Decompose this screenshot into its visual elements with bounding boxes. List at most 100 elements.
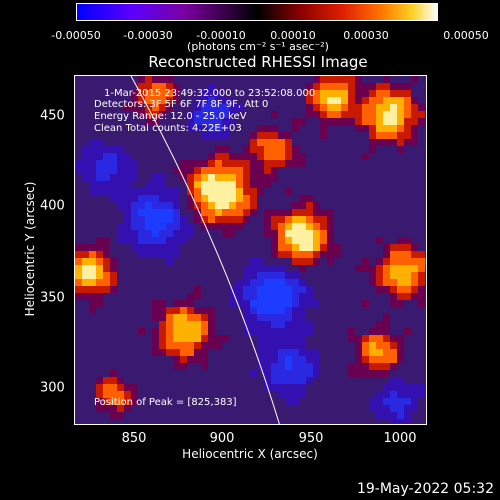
heatmap-cell [341, 300, 348, 307]
heatmap-cell [376, 104, 383, 111]
heatmap-cell [250, 153, 257, 160]
heatmap-cell [208, 377, 215, 384]
heatmap-cell [131, 286, 138, 293]
heatmap-cell [110, 251, 117, 258]
heatmap-cell [152, 251, 159, 258]
heatmap-cell [376, 188, 383, 195]
heatmap-cell [96, 391, 103, 398]
heatmap-cell [418, 160, 425, 167]
heatmap-cell [117, 90, 124, 97]
heatmap-cell [425, 314, 426, 321]
heatmap-cell [278, 412, 285, 419]
heatmap-cell [264, 76, 271, 83]
heatmap-cell [201, 349, 208, 356]
heatmap-cell [355, 405, 362, 412]
heatmap-cell [383, 188, 390, 195]
heatmap-cell [362, 307, 369, 314]
heatmap-cell [236, 370, 243, 377]
heatmap-cell [383, 279, 390, 286]
heatmap-cell [299, 363, 306, 370]
heatmap-cell [131, 174, 138, 181]
heatmap-cell [376, 83, 383, 90]
heatmap-cell [397, 265, 404, 272]
heatmap-cell [236, 104, 243, 111]
heatmap-cell [75, 230, 82, 237]
heatmap-cell [292, 356, 299, 363]
heatmap-cell [194, 412, 201, 419]
heatmap-cell [152, 83, 159, 90]
heatmap-cell [292, 244, 299, 251]
heatmap-cell [96, 293, 103, 300]
heatmap-cell [313, 202, 320, 209]
heatmap-cell [180, 251, 187, 258]
colorbar-tick: 0.00030 [343, 29, 389, 42]
heatmap-cell [418, 265, 425, 272]
heatmap-cell [320, 216, 327, 223]
heatmap-cell [138, 279, 145, 286]
heatmap-cell [96, 76, 103, 83]
heatmap-cell [292, 83, 299, 90]
heatmap-cell [250, 167, 257, 174]
heatmap-cell [334, 265, 341, 272]
heatmap-cell [292, 419, 299, 424]
heatmap-cell [390, 356, 397, 363]
heatmap-cell [250, 377, 257, 384]
heatmap-cell [306, 356, 313, 363]
heatmap-cell [299, 272, 306, 279]
heatmap-cell [229, 251, 236, 258]
heatmap-cell [250, 356, 257, 363]
colorbar-tick: -0.00010 [196, 29, 246, 42]
heatmap-cell [215, 237, 222, 244]
heatmap-cell [369, 146, 376, 153]
clean-label: Clean Total counts: 4.22E+03 [94, 123, 242, 134]
heatmap-cell [166, 398, 173, 405]
heatmap-cell [425, 230, 426, 237]
heatmap-cell [208, 272, 215, 279]
heatmap-cell [194, 209, 201, 216]
heatmap-cell [124, 258, 131, 265]
heatmap-cell [201, 398, 208, 405]
heatmap-cell [187, 223, 194, 230]
heatmap-cell [299, 167, 306, 174]
heatmap-cell [222, 90, 229, 97]
heatmap-cell [285, 174, 292, 181]
heatmap-cell [320, 419, 327, 424]
heatmap-cell [327, 181, 334, 188]
heatmap-cell [404, 279, 411, 286]
heatmap-cell [82, 412, 89, 419]
heatmap-cell [404, 321, 411, 328]
heatmap-cell [117, 230, 124, 237]
heatmap-cell [180, 405, 187, 412]
heatmap-cell [173, 293, 180, 300]
heatmap-cell [236, 391, 243, 398]
heatmap-cell [404, 153, 411, 160]
heatmap-cell [278, 363, 285, 370]
heatmap-cell [110, 195, 117, 202]
heatmap-cell [320, 160, 327, 167]
heatmap-cell [243, 265, 250, 272]
heatmap-cell [397, 90, 404, 97]
heatmap-cell [103, 244, 110, 251]
heatmap-cell [229, 146, 236, 153]
heatmap-cell [89, 300, 96, 307]
heatmap-cell [103, 328, 110, 335]
heatmap-cell [418, 244, 425, 251]
heatmap-cell [369, 412, 376, 419]
heatmap-cell [75, 237, 82, 244]
heatmap-cell [82, 90, 89, 97]
heatmap-cell [355, 90, 362, 97]
heatmap-cell [208, 146, 215, 153]
heatmap-cell [257, 188, 264, 195]
heatmap-cell [369, 90, 376, 97]
heatmap-cell [159, 209, 166, 216]
heatmap-cell [110, 384, 117, 391]
heatmap-cell [187, 384, 194, 391]
heatmap-cell [243, 97, 250, 104]
heatmap-cell [236, 279, 243, 286]
heatmap-cell [96, 132, 103, 139]
heatmap-cell [390, 328, 397, 335]
heatmap-cell [131, 370, 138, 377]
heatmap-cell [285, 83, 292, 90]
colorbar-tick: -0.00030 [123, 29, 173, 42]
heatmap-cell [369, 370, 376, 377]
